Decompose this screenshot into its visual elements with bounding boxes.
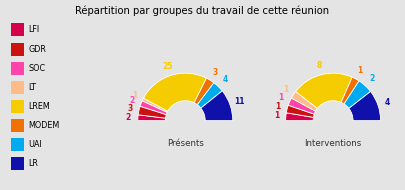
Wedge shape bbox=[286, 113, 313, 121]
Wedge shape bbox=[138, 106, 166, 118]
Text: 1: 1 bbox=[278, 93, 284, 102]
Bar bbox=[11, 119, 24, 132]
Text: 8: 8 bbox=[316, 61, 322, 70]
Bar bbox=[11, 43, 24, 56]
Text: LFI: LFI bbox=[28, 25, 39, 34]
Wedge shape bbox=[194, 78, 214, 105]
Text: 3: 3 bbox=[213, 68, 218, 77]
Wedge shape bbox=[341, 77, 359, 104]
Text: 25: 25 bbox=[163, 62, 173, 71]
Bar bbox=[11, 62, 24, 75]
Text: 2: 2 bbox=[369, 74, 374, 83]
Wedge shape bbox=[286, 105, 314, 117]
Bar bbox=[11, 138, 24, 151]
Wedge shape bbox=[344, 81, 371, 108]
Text: 2: 2 bbox=[126, 113, 131, 122]
Text: Présents: Présents bbox=[167, 139, 204, 148]
Text: LR: LR bbox=[28, 159, 38, 168]
Bar bbox=[11, 81, 24, 94]
Text: SOC: SOC bbox=[28, 64, 45, 73]
Wedge shape bbox=[197, 83, 222, 108]
Text: 1: 1 bbox=[275, 102, 281, 111]
Wedge shape bbox=[296, 73, 352, 108]
Text: Répartition par groupes du travail de cette réunion: Répartition par groupes du travail de ce… bbox=[75, 6, 330, 16]
Wedge shape bbox=[288, 98, 315, 114]
Wedge shape bbox=[143, 73, 207, 111]
Text: 4: 4 bbox=[384, 98, 390, 107]
Wedge shape bbox=[142, 98, 168, 112]
Text: Interventions: Interventions bbox=[305, 139, 362, 148]
Text: LT: LT bbox=[28, 83, 36, 92]
Text: 1: 1 bbox=[274, 111, 279, 120]
Text: LREM: LREM bbox=[28, 102, 50, 111]
Wedge shape bbox=[140, 101, 167, 115]
Wedge shape bbox=[291, 91, 318, 111]
Bar bbox=[11, 23, 24, 36]
Text: 4: 4 bbox=[222, 75, 228, 84]
Text: UAI: UAI bbox=[28, 140, 42, 149]
Text: 11: 11 bbox=[234, 97, 244, 106]
Bar bbox=[11, 157, 24, 170]
Text: 1: 1 bbox=[358, 66, 363, 75]
Text: GDR: GDR bbox=[28, 44, 46, 54]
Wedge shape bbox=[201, 91, 233, 121]
Text: 3: 3 bbox=[127, 104, 132, 113]
Text: 2: 2 bbox=[130, 96, 135, 105]
Bar bbox=[11, 100, 24, 113]
Wedge shape bbox=[349, 91, 381, 121]
Text: MODEM: MODEM bbox=[28, 121, 60, 130]
Text: 1: 1 bbox=[283, 85, 288, 94]
Wedge shape bbox=[138, 115, 166, 121]
Text: 1: 1 bbox=[132, 91, 137, 100]
